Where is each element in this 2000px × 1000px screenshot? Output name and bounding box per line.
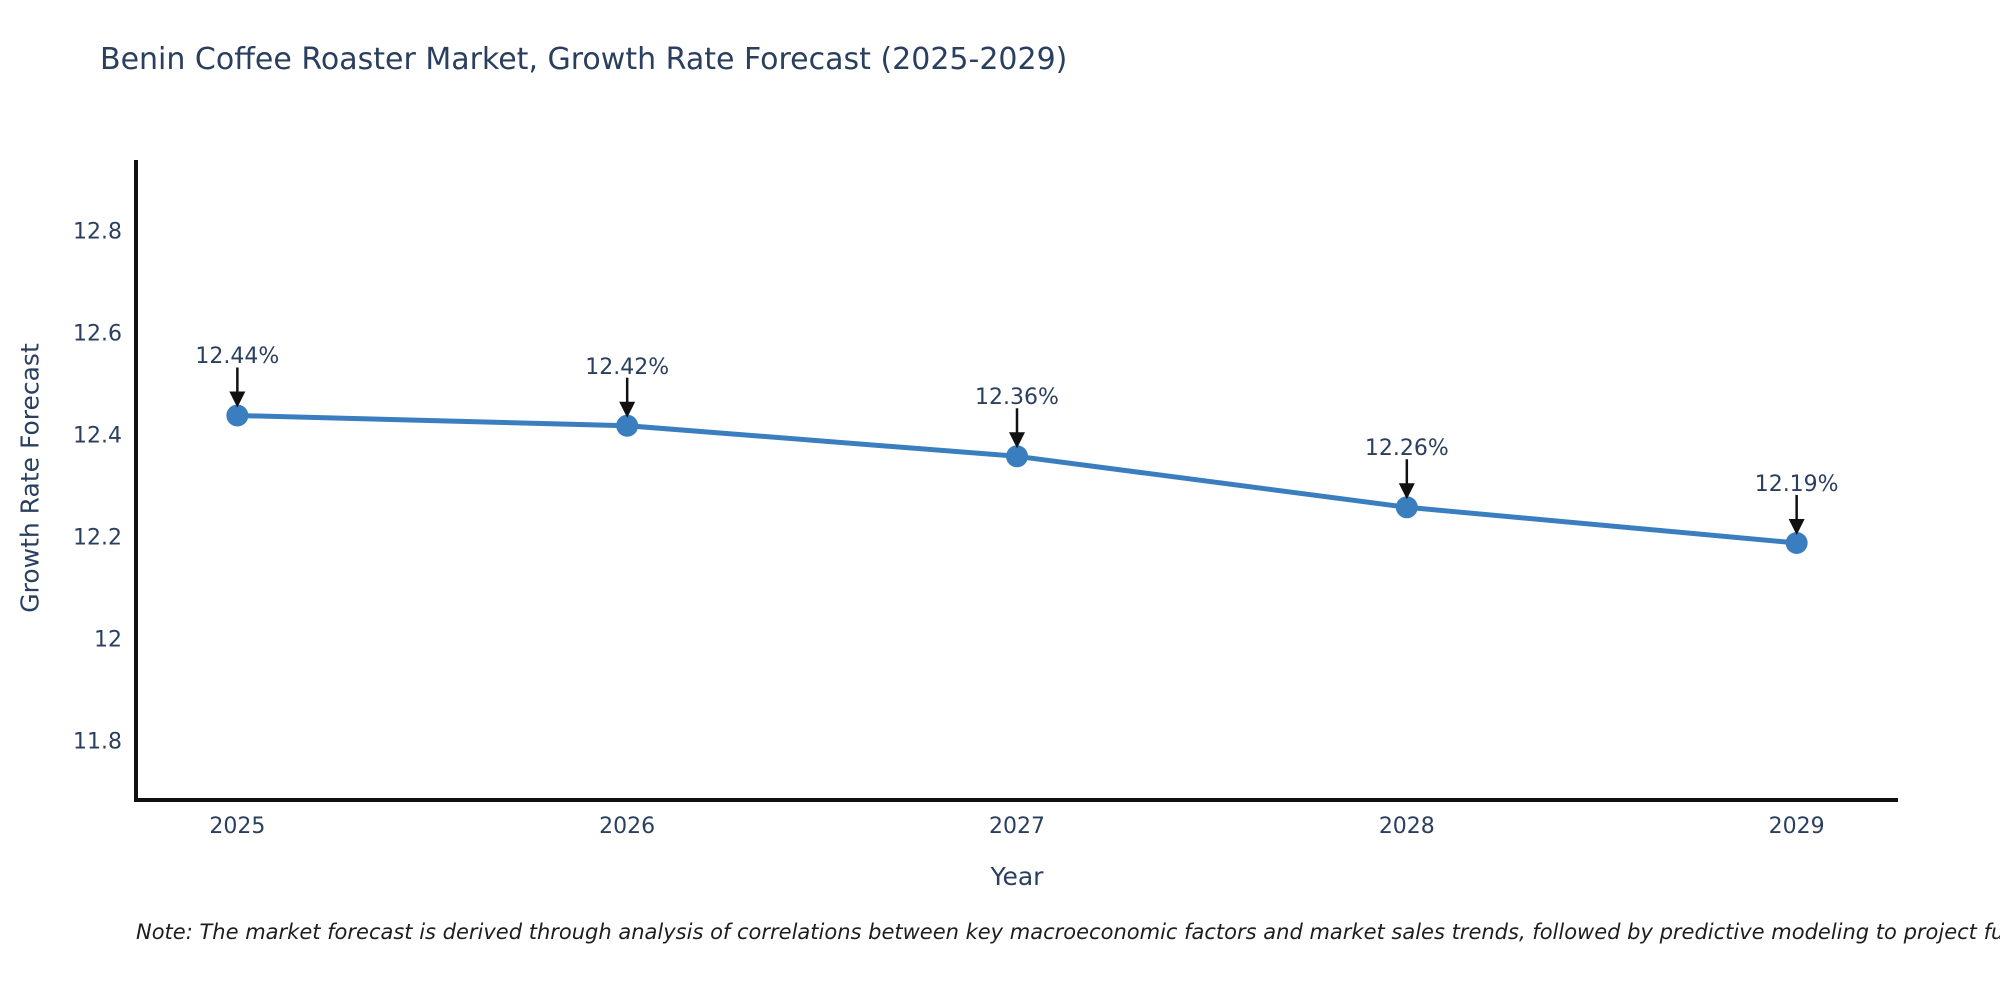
annotation-arrow-head [1788,518,1805,535]
x-tick-label: 2028 [1378,814,1435,839]
data-point-marker [1395,496,1418,519]
annotation-arrow-head [619,401,636,418]
x-axis-title: Year [990,862,1044,891]
point-value-label: 12.36% [975,385,1059,411]
x-tick-label: 2029 [1768,814,1825,839]
annotation-arrow-head [1398,483,1415,500]
data-point-marker [226,404,249,427]
point-value-label: 12.19% [1754,471,1839,497]
y-tick-label: 12.6 [73,321,122,347]
data-point-marker [616,414,639,437]
annotation-arrow-head [1009,432,1025,449]
x-tick-label: 2026 [599,814,656,839]
data-point-marker [1006,445,1028,468]
data-point-marker [1785,531,1808,554]
x-tick-label: 2025 [209,814,266,839]
y-tick-label: 12.2 [73,525,122,551]
annotation-arrow-head [229,391,246,408]
y-tick-label: 12.8 [73,219,122,245]
x-tick-label: 2027 [989,814,1045,839]
y-tick-label: 12 [94,627,122,653]
point-value-label: 12.44% [195,344,280,370]
point-value-label: 12.26% [1364,436,1449,462]
footnote: Note: The market forecast is derived thr… [136,920,2000,944]
chart-title: Benin Coffee Roaster Market, Growth Rate… [100,42,1068,77]
y-tick-label: 11.8 [73,729,122,755]
point-value-label: 12.42% [585,354,670,380]
y-tick-label: 12.4 [73,423,122,449]
